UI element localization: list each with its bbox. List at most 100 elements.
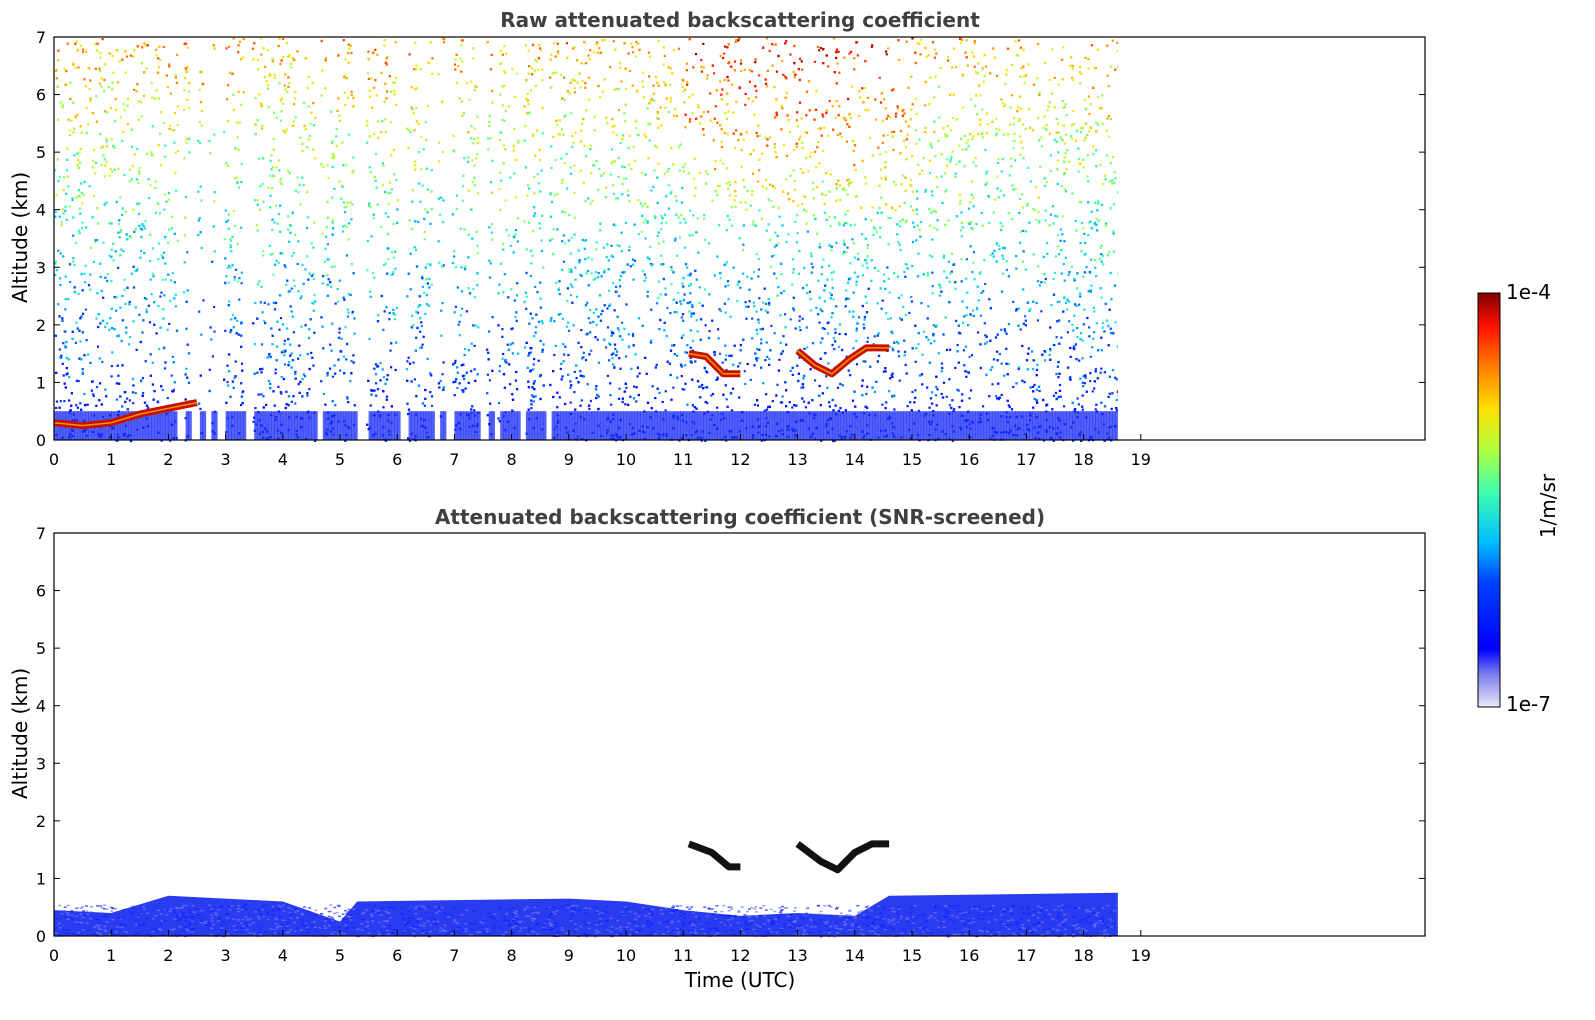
backscatter-pixel bbox=[1028, 221, 1031, 224]
backscatter-pixel bbox=[713, 117, 716, 120]
backscatter-pixel bbox=[279, 204, 282, 207]
backscatter-pixel bbox=[157, 401, 160, 404]
backscatter-pixel bbox=[1043, 177, 1046, 180]
backscatter-pixel bbox=[105, 138, 108, 141]
backscatter-pixel bbox=[367, 58, 370, 61]
backscatter-pixel bbox=[85, 50, 88, 53]
backscatter-pixel bbox=[162, 347, 165, 350]
backscatter-pixel bbox=[1116, 345, 1119, 348]
backscatter-pixel bbox=[376, 320, 380, 323]
backscatter-pixel bbox=[477, 192, 480, 195]
backscatter-pixel bbox=[141, 46, 144, 49]
backscatter-pixel bbox=[153, 390, 156, 393]
backscatter-pixel bbox=[1008, 416, 1012, 419]
backscatter-pixel bbox=[321, 69, 324, 72]
backscatter-pixel bbox=[1075, 358, 1078, 361]
backscatter-pixel bbox=[634, 159, 637, 162]
backscatter-pixel bbox=[366, 269, 369, 272]
backscatter-pixel bbox=[984, 334, 987, 337]
backscatter-pixel bbox=[689, 356, 692, 359]
backscatter-pixel bbox=[1084, 108, 1087, 111]
backscatter-pixel bbox=[331, 400, 334, 403]
backscatter-pixel bbox=[852, 291, 855, 294]
backscatter-pixel bbox=[798, 101, 802, 104]
backscatter-pixel bbox=[871, 386, 874, 389]
backscatter-pixel bbox=[327, 258, 330, 261]
backscatter-pixel bbox=[228, 45, 231, 48]
backscatter-pixel bbox=[1032, 207, 1035, 210]
backscatter-pixel bbox=[890, 374, 893, 377]
backscatter-pixel bbox=[241, 391, 244, 394]
backscatter-pixel bbox=[852, 315, 855, 318]
backscatter-pixel bbox=[390, 154, 393, 157]
backscatter-pixel bbox=[271, 228, 274, 232]
backscatter-pixel bbox=[683, 388, 686, 391]
backscatter-pixel bbox=[881, 141, 884, 144]
backscatter-pixel bbox=[112, 242, 115, 245]
backscatter-pixel bbox=[959, 229, 962, 232]
backscatter-pixel bbox=[637, 233, 640, 236]
backscatter-pixel bbox=[512, 149, 515, 152]
backscatter-pixel bbox=[1049, 349, 1052, 352]
backscatter-pixel bbox=[580, 438, 584, 441]
backscatter-pixel bbox=[260, 393, 263, 396]
backscatter-pixel bbox=[260, 371, 263, 374]
backscatter-pixel bbox=[672, 163, 675, 166]
backscatter-pixel bbox=[486, 41, 489, 44]
backscatter-pixel bbox=[500, 62, 503, 65]
backscatter-pixel bbox=[785, 91, 788, 94]
backscatter-pixel bbox=[1111, 179, 1114, 182]
backscatter-pixel bbox=[742, 178, 745, 182]
backscatter-pixel bbox=[112, 259, 115, 262]
backscatter-pixel bbox=[64, 346, 67, 349]
backscatter-pixel bbox=[498, 62, 502, 65]
backscatter-pixel bbox=[503, 70, 506, 73]
backscatter-pixel bbox=[370, 389, 373, 392]
backscatter-pixel bbox=[123, 391, 126, 394]
backscatter-pixel bbox=[935, 52, 938, 55]
backscatter-pixel bbox=[200, 109, 204, 113]
backscatter-pixel bbox=[183, 157, 186, 160]
backscatter-pixel bbox=[313, 411, 316, 414]
backscatter-pixel bbox=[142, 426, 145, 429]
backscatter-pixel bbox=[188, 151, 191, 154]
backscatter-pixel bbox=[836, 133, 839, 137]
backscatter-pixel bbox=[740, 69, 743, 72]
backscatter-pixel bbox=[910, 295, 913, 299]
backscatter-pixel bbox=[1054, 391, 1058, 394]
backscatter-pixel bbox=[672, 114, 676, 117]
backscatter-pixel bbox=[590, 172, 593, 175]
backscatter-pixel bbox=[971, 309, 975, 312]
backscatter-pixel bbox=[1062, 173, 1066, 176]
backscatter-pixel bbox=[1063, 156, 1066, 159]
backscatter-pixel bbox=[371, 389, 374, 392]
backscatter-pixel bbox=[680, 302, 683, 306]
backscatter-pixel bbox=[321, 282, 324, 285]
backscatter-pixel bbox=[414, 41, 417, 45]
backscatter-pixel bbox=[887, 47, 890, 50]
backscatter-pixel bbox=[1099, 371, 1102, 374]
backscatter-pixel bbox=[420, 135, 423, 138]
backscatter-pixel bbox=[781, 350, 784, 353]
backscatter-pixel bbox=[348, 47, 351, 50]
backscatter-pixel bbox=[738, 87, 741, 90]
backscatter-pixel bbox=[1089, 437, 1092, 440]
backscatter-pixel bbox=[1100, 349, 1103, 352]
backscatter-pixel bbox=[603, 78, 606, 81]
backscatter-pixel bbox=[262, 157, 265, 160]
backscatter-pixel bbox=[1059, 228, 1062, 231]
backscatter-pixel bbox=[426, 436, 429, 439]
backscatter-pixel bbox=[879, 287, 882, 290]
backscatter-pixel bbox=[299, 354, 302, 357]
backscatter-pixel bbox=[462, 390, 465, 393]
backscatter-pixel bbox=[658, 433, 661, 437]
backscatter-pixel bbox=[1043, 350, 1046, 353]
backscatter-pixel bbox=[872, 346, 876, 349]
backscatter-pixel bbox=[764, 359, 767, 362]
backscatter-pixel bbox=[369, 170, 373, 174]
backscatter-pixel bbox=[1097, 202, 1100, 205]
backscatter-pixel bbox=[1079, 431, 1082, 434]
backscatter-pixel bbox=[1076, 287, 1079, 290]
backscatter-pixel bbox=[98, 357, 101, 360]
backscatter-pixel bbox=[412, 112, 415, 115]
